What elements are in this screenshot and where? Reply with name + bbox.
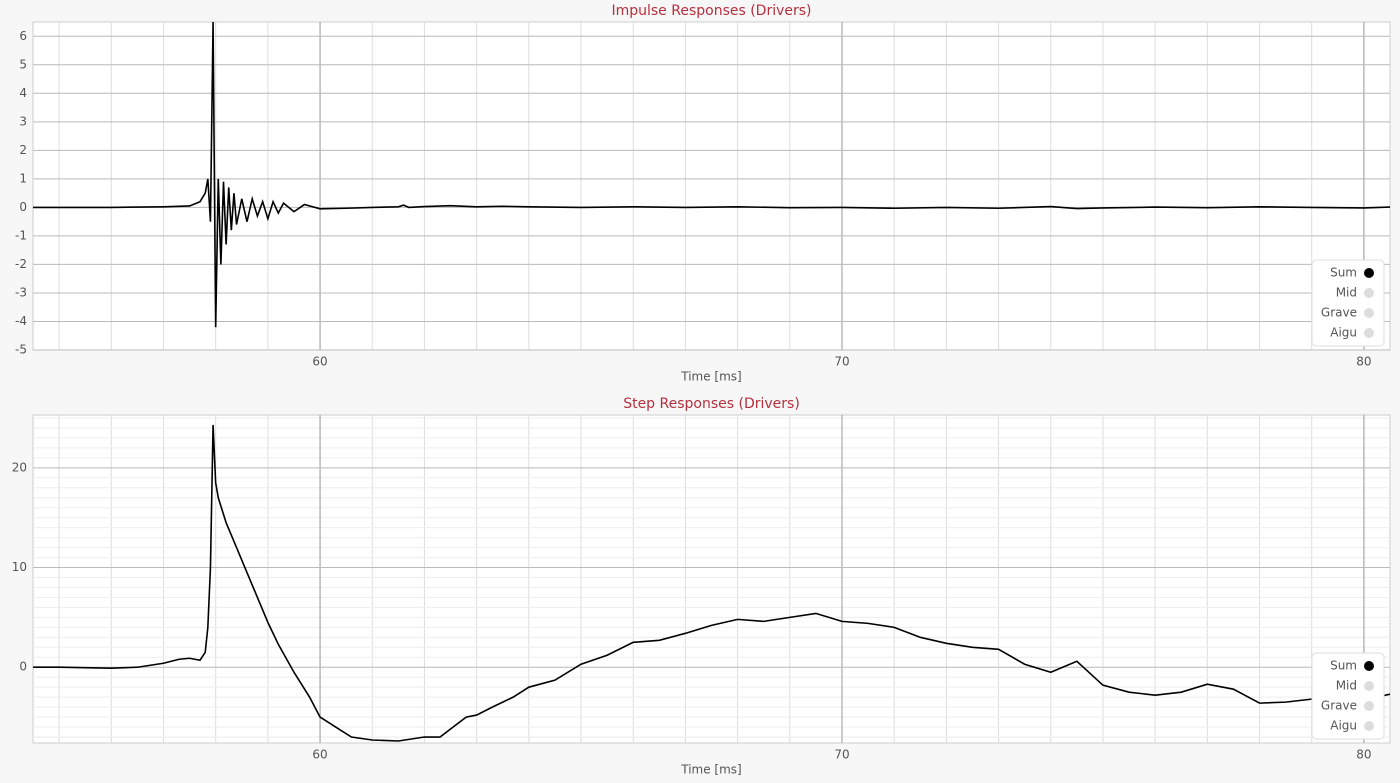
- y-tick-label: 5: [19, 57, 27, 71]
- y-tick-label: -2: [15, 257, 27, 271]
- legend-dot[interactable]: [1364, 681, 1374, 691]
- legend-dot[interactable]: [1364, 661, 1374, 671]
- plot-area: [32, 414, 1391, 744]
- y-tick-label: -5: [15, 343, 27, 357]
- y-tick-label: 20: [12, 460, 27, 474]
- legend-label[interactable]: Aigu: [1330, 326, 1357, 340]
- legend-label[interactable]: Aigu: [1330, 719, 1357, 733]
- y-tick-label: 0: [19, 200, 27, 214]
- legend-label[interactable]: Mid: [1336, 679, 1357, 693]
- legend-box: [1311, 259, 1385, 347]
- legend-dot[interactable]: [1364, 308, 1374, 318]
- chart-title: Impulse Responses (Drivers): [611, 3, 811, 19]
- y-tick-label: 4: [19, 86, 27, 100]
- y-tick-label: 6: [19, 29, 27, 43]
- legend-label[interactable]: Sum: [1330, 266, 1357, 280]
- plot-area: [32, 21, 1391, 351]
- chart-title: Step Responses (Drivers): [623, 396, 800, 412]
- y-tick-label: -4: [15, 314, 27, 328]
- y-tick-label: 10: [12, 560, 27, 574]
- y-tick-label: -3: [15, 285, 27, 299]
- x-axis-label: Time [ms]: [680, 370, 742, 384]
- x-tick-label: 60: [312, 355, 327, 369]
- legend-label[interactable]: Sum: [1330, 659, 1357, 673]
- legend-dot[interactable]: [1364, 288, 1374, 298]
- x-tick-label: 80: [1356, 355, 1371, 369]
- y-tick-label: 2: [19, 143, 27, 157]
- x-tick-label: 70: [834, 355, 849, 369]
- y-tick-label: 1: [19, 171, 27, 185]
- legend-box: [1311, 652, 1385, 740]
- series-line: [33, 424, 1390, 742]
- chart: Impulse Responses (Drivers)60 70 80-5-4-3-…: [15, 3, 1391, 384]
- y-tick-label: 3: [19, 114, 27, 128]
- legend-label[interactable]: Grave: [1321, 699, 1357, 713]
- x-axis-label: Time [ms]: [680, 763, 742, 777]
- series-line: [33, 22, 1390, 328]
- x-tick-label: 80: [1356, 748, 1371, 762]
- legend-dot[interactable]: [1364, 721, 1374, 731]
- x-tick-label: 60: [312, 748, 327, 762]
- legend-label[interactable]: Mid: [1336, 286, 1357, 300]
- y-tick-label: 0: [19, 660, 27, 674]
- legend-dot[interactable]: [1364, 328, 1374, 338]
- legend-label[interactable]: Grave: [1321, 306, 1357, 320]
- legend-dot[interactable]: [1364, 701, 1374, 711]
- chart: Step Responses (Drivers) 60 70 80 0 10 20 Time …: [12, 396, 1391, 777]
- legend-dot[interactable]: [1364, 268, 1374, 278]
- y-tick-label: -1: [15, 228, 27, 242]
- x-tick-label: 70: [834, 748, 849, 762]
